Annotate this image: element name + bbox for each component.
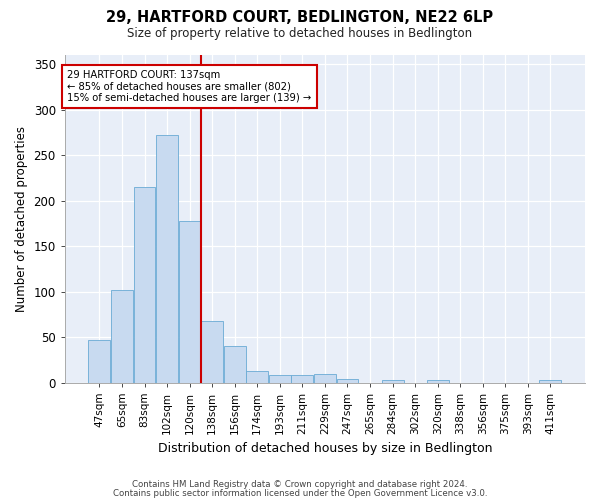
Bar: [201, 320, 223, 382]
Bar: [179, 220, 200, 382]
Bar: [156, 135, 178, 382]
Bar: [111, 290, 133, 382]
Y-axis label: Number of detached properties: Number of detached properties: [15, 126, 28, 312]
Bar: [337, 379, 358, 382]
Bar: [269, 375, 291, 382]
Bar: [134, 187, 155, 382]
Text: Size of property relative to detached houses in Bedlington: Size of property relative to detached ho…: [127, 28, 473, 40]
Bar: [382, 380, 404, 382]
X-axis label: Distribution of detached houses by size in Bedlington: Distribution of detached houses by size …: [158, 442, 492, 455]
Text: Contains public sector information licensed under the Open Government Licence v3: Contains public sector information licen…: [113, 488, 487, 498]
Bar: [224, 346, 245, 383]
Text: Contains HM Land Registry data © Crown copyright and database right 2024.: Contains HM Land Registry data © Crown c…: [132, 480, 468, 489]
Bar: [539, 380, 562, 382]
Bar: [427, 380, 449, 382]
Text: 29, HARTFORD COURT, BEDLINGTON, NE22 6LP: 29, HARTFORD COURT, BEDLINGTON, NE22 6LP: [106, 10, 494, 25]
Bar: [292, 375, 313, 382]
Bar: [314, 374, 336, 382]
Bar: [247, 370, 268, 382]
Bar: [88, 340, 110, 382]
Text: 29 HARTFORD COURT: 137sqm
← 85% of detached houses are smaller (802)
15% of semi: 29 HARTFORD COURT: 137sqm ← 85% of detac…: [67, 70, 311, 103]
